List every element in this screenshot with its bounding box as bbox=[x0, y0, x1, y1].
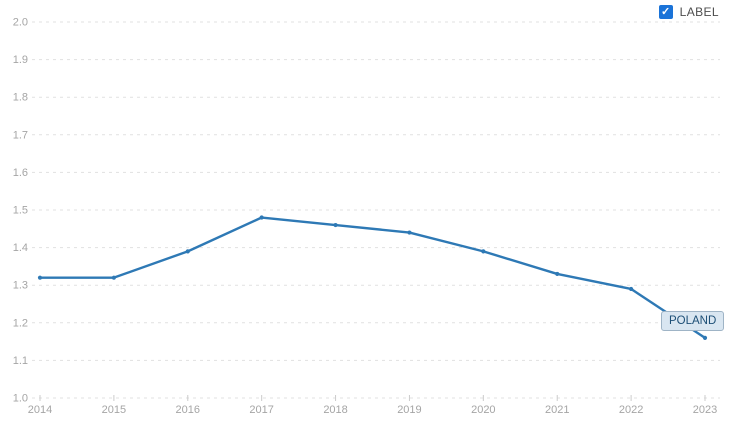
x-axis-tick-label: 2022 bbox=[619, 404, 643, 416]
x-axis-tick-label: 2018 bbox=[323, 404, 347, 416]
y-axis-tick-label: 1.5 bbox=[13, 205, 28, 217]
x-axis-tick-label: 2014 bbox=[28, 404, 52, 416]
x-axis-tick-label: 2021 bbox=[545, 404, 569, 416]
x-axis-tick-label: 2019 bbox=[397, 404, 421, 416]
checkbox-checked-icon[interactable]: ✓ bbox=[658, 5, 673, 19]
series-line bbox=[38, 216, 707, 340]
x-axis-tick-label: 2023 bbox=[693, 404, 717, 416]
x-axis-tick-label: 2020 bbox=[471, 404, 495, 416]
y-axis-tick-label: 1.8 bbox=[13, 92, 28, 104]
x-axis-tick-label: 2017 bbox=[249, 404, 273, 416]
label-toggle-text: LABEL bbox=[679, 5, 719, 19]
data-point bbox=[555, 271, 560, 277]
y-axis-tick-label: 1.4 bbox=[13, 242, 28, 254]
x-axis-tick-label: 2015 bbox=[102, 404, 126, 416]
series-label-badge[interactable]: POLAND bbox=[661, 311, 725, 331]
y-axis-tick-label: 1.9 bbox=[13, 54, 28, 66]
y-axis-tick-label: 1.3 bbox=[13, 280, 28, 292]
data-point bbox=[185, 249, 190, 254]
data-point bbox=[37, 275, 43, 280]
y-axis-tick-label: 1.0 bbox=[13, 393, 28, 405]
checkmark-glyph: ✓ bbox=[661, 5, 671, 18]
y-axis-tick-label: 1.1 bbox=[13, 355, 28, 367]
data-point bbox=[333, 222, 338, 228]
y-axis-tick-label: 1.2 bbox=[13, 317, 28, 329]
label-toggle[interactable]: ✓ LABEL bbox=[658, 5, 719, 19]
data-point bbox=[481, 249, 486, 254]
data-point bbox=[629, 286, 634, 292]
data-point bbox=[407, 230, 412, 235]
y-axis-tick-label: 2.0 bbox=[13, 17, 28, 29]
data-point bbox=[702, 335, 708, 340]
y-axis-tick-label: 1.6 bbox=[13, 167, 28, 179]
data-point bbox=[111, 275, 116, 280]
data-point bbox=[259, 215, 264, 220]
x-axis-tick-label: 2016 bbox=[176, 404, 200, 416]
y-axis-tick-label: 1.7 bbox=[13, 129, 28, 141]
